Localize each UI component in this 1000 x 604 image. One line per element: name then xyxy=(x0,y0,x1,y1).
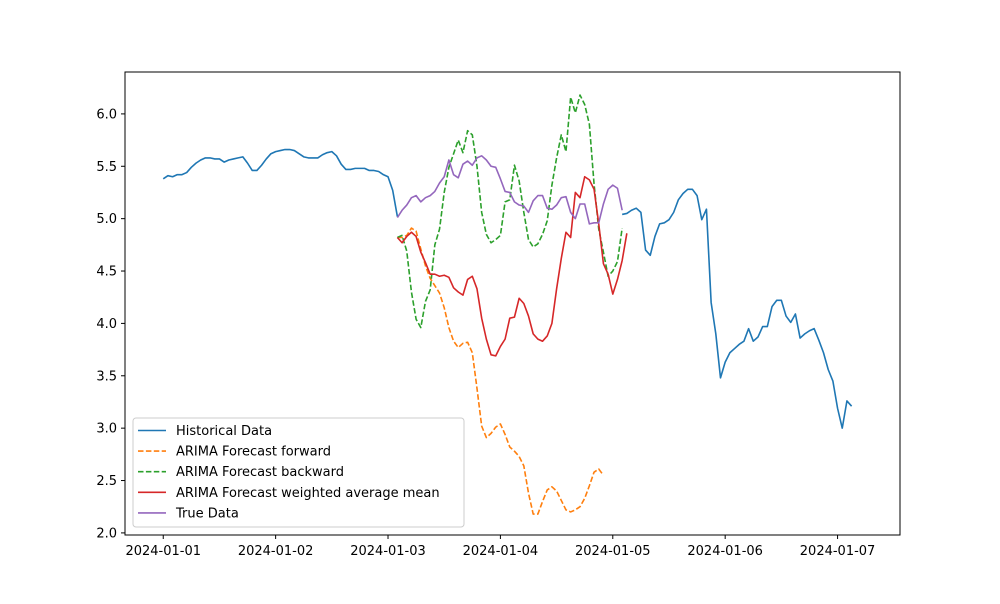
y-axis: 2.0 2.5 3.0 3.5 4.0 4.5 5.0 5.5 6.0 xyxy=(96,107,125,541)
legend-label: ARIMA Forecast weighted average mean xyxy=(176,486,440,501)
legend-label: ARIMA Forecast backward xyxy=(176,465,344,480)
axes-frame xyxy=(124,71,901,536)
y-tick-label: 4.0 xyxy=(96,317,117,332)
y-tick-label: 2.5 xyxy=(96,474,117,489)
legend-label: ARIMA Forecast forward xyxy=(176,445,331,460)
plot-area xyxy=(162,94,853,515)
y-tick-label: 4.5 xyxy=(96,265,117,280)
x-tick-label: 2024-01-01 xyxy=(125,544,201,559)
y-tick-label: 3.0 xyxy=(96,422,117,437)
legend-label: True Data xyxy=(175,506,239,521)
series-line-historical-data xyxy=(162,148,853,429)
series-line-arima-forecast-weighted-average-mean xyxy=(396,175,628,357)
legend-label: Historical Data xyxy=(176,424,272,439)
series-line-arima-forecast-forward xyxy=(397,227,605,515)
series-line-arima-forecast-backward xyxy=(397,94,623,329)
y-tick-label: 6.0 xyxy=(96,107,117,122)
y-tick-label: 5.0 xyxy=(96,212,117,227)
x-tick-label: 2024-01-06 xyxy=(687,544,763,559)
x-tick-label: 2024-01-03 xyxy=(350,544,426,559)
y-tick-label: 5.5 xyxy=(96,160,117,175)
legend: Historical Data ARIMA Forecast forward ARI… xyxy=(132,417,465,528)
y-tick-label: 2.0 xyxy=(96,526,117,541)
x-tick-label: 2024-01-05 xyxy=(575,544,651,559)
x-axis: 2024-01-01 2024-01-02 2024-01-03 2024-01-04… xyxy=(125,535,875,559)
legend-box xyxy=(132,417,465,528)
x-tick-label: 2024-01-04 xyxy=(463,544,539,559)
series-line-true-data xyxy=(396,155,623,225)
x-tick-label: 2024-01-02 xyxy=(238,544,314,559)
y-tick-label: 3.5 xyxy=(96,369,117,384)
x-tick-label: 2024-01-07 xyxy=(800,544,876,559)
